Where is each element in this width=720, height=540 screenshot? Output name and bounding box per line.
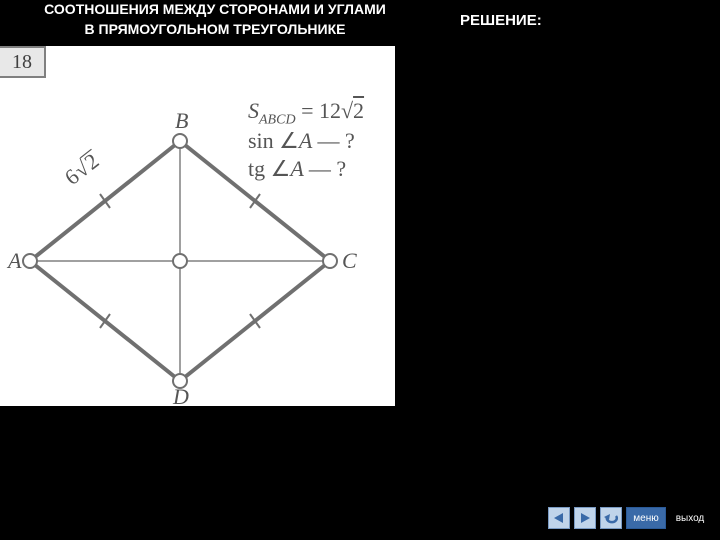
exit-label: выход <box>676 513 705 524</box>
title-line-1: СООТНОШЕНИЯ МЕЖДУ СТОРОНАМИ И УГЛАМИ <box>44 1 386 17</box>
triangle-right-icon <box>579 512 591 524</box>
triangle-left-icon <box>553 512 565 524</box>
formula-area: SABCD = 12√2 <box>248 98 364 128</box>
return-button[interactable] <box>600 507 622 529</box>
svg-text:B: B <box>175 108 188 133</box>
exit-button[interactable]: выход <box>670 504 710 532</box>
title-line-2: В ПРЯМОУГОЛЬНОМ ТРЕУГОЛЬНИКЕ <box>85 21 346 37</box>
formula-tg: tg ∠A — ? <box>248 156 346 182</box>
solution-heading: РЕШЕНИЕ: <box>460 12 542 29</box>
svg-text:C: C <box>342 248 357 273</box>
next-button[interactable] <box>574 507 596 529</box>
menu-button[interactable]: меню <box>626 507 666 529</box>
figure-panel: A B C D 6 √ 2 SABCD = 12√2 sin ∠A — ? tg… <box>0 46 395 406</box>
prev-button[interactable] <box>548 507 570 529</box>
nav-bar: меню выход <box>548 504 710 532</box>
svg-text:D: D <box>172 384 189 406</box>
formula-sin: sin ∠A — ? <box>248 128 355 154</box>
svg-text:A: A <box>6 248 22 273</box>
problem-number-badge: 18 <box>0 46 46 78</box>
page-title: СООТНОШЕНИЯ МЕЖДУ СТОРОНАМИ И УГЛАМИ В П… <box>40 0 390 39</box>
return-icon <box>604 512 618 524</box>
